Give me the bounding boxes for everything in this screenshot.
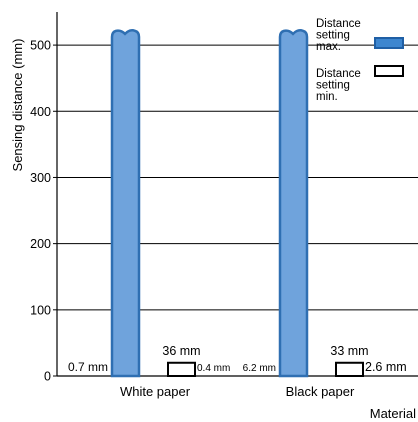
legend-label: setting (316, 80, 350, 92)
category-label: White paper (120, 384, 191, 399)
y-tick-labels: 0 100 200 300 400 500 (30, 39, 51, 384)
bar-distance-min (167, 361, 196, 378)
y-tick-label: 200 (30, 237, 51, 251)
y-tick-label: 100 (30, 303, 51, 317)
legend-label: Distance (316, 18, 361, 30)
value-label-min: 0.4 mm (197, 363, 230, 374)
legend-label: Distance (316, 68, 361, 80)
legend-label: min. (316, 91, 338, 103)
legend-swatch-max (374, 37, 404, 49)
value-label-max: 0.7 mm (68, 360, 108, 374)
value-label-max: 6.2 mm (243, 363, 276, 374)
y-tick-label: 0 (44, 370, 51, 384)
category-labels: White paper Black paper (120, 384, 355, 399)
x-axis-label: Material (370, 406, 416, 421)
legend-label: setting (316, 30, 350, 42)
y-tick-label: 400 (30, 105, 51, 119)
y-tick-label: 500 (30, 39, 51, 53)
value-label-min: 2.6 mm (365, 360, 407, 374)
bars (110, 29, 364, 378)
legend-swatch-min (374, 65, 404, 77)
legend-label: max. (316, 41, 341, 53)
value-label-top: 36 mm (162, 344, 200, 358)
y-tick-label: 300 (30, 171, 51, 185)
y-axis-label: Sensing distance (mm) (10, 39, 25, 172)
bar-distance-max (110, 29, 141, 378)
bar-distance-max (278, 29, 309, 378)
value-label-top: 33 mm (330, 344, 368, 358)
category-label: Black paper (286, 384, 355, 399)
data-labels: 0.7 mm 0.4 mm 36 mm 6.2 mm 2.6 mm 33 mm (68, 344, 407, 374)
axes (53, 12, 418, 377)
bar-distance-min (335, 361, 364, 378)
